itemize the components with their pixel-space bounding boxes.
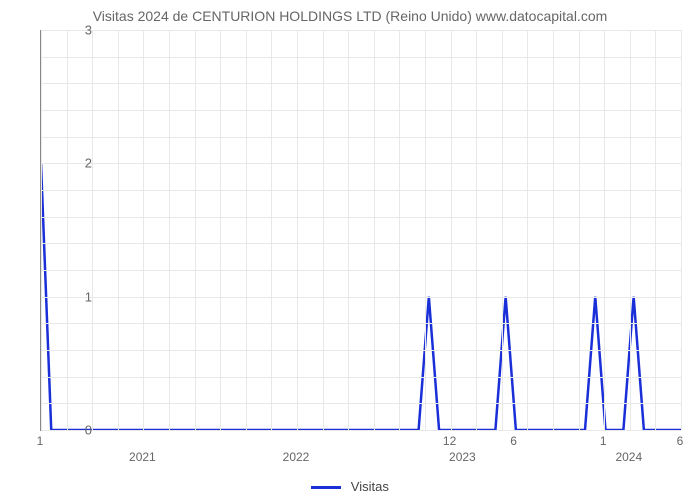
grid-h-major: [41, 163, 681, 164]
grid-v: [630, 30, 631, 430]
grid-h-minor: [41, 137, 681, 138]
grid-h-minor: [41, 110, 681, 111]
y-tick-label: 1: [62, 289, 92, 304]
grid-v: [220, 30, 221, 430]
grid-v: [655, 30, 656, 430]
x-tick-label: 1: [37, 434, 44, 448]
chart-container: Visitas 2024 de CENTURION HOLDINGS LTD (…: [0, 0, 700, 500]
y-tick-label: 3: [62, 23, 92, 38]
grid-v: [348, 30, 349, 430]
grid-v: [297, 30, 298, 430]
y-tick-label: 0: [62, 423, 92, 438]
grid-h-major: [41, 297, 681, 298]
grid-v: [604, 30, 605, 430]
x-tick-label: 6: [510, 434, 517, 448]
x-tick-label: 1: [600, 434, 607, 448]
grid-v: [143, 30, 144, 430]
data-line: [41, 30, 681, 430]
grid-h-major: [41, 430, 681, 431]
grid-v: [476, 30, 477, 430]
x-year-label: 2023: [449, 450, 476, 464]
grid-v: [92, 30, 93, 430]
grid-v: [67, 30, 68, 430]
y-tick-label: 2: [62, 156, 92, 171]
grid-h-minor: [41, 83, 681, 84]
grid-v: [271, 30, 272, 430]
legend: Visitas: [0, 479, 700, 494]
grid-h-minor: [41, 217, 681, 218]
x-year-label: 2022: [283, 450, 310, 464]
grid-v: [681, 30, 682, 430]
grid-v: [169, 30, 170, 430]
grid-v: [246, 30, 247, 430]
grid-v: [527, 30, 528, 430]
grid-h-minor: [41, 243, 681, 244]
x-year-label: 2024: [615, 450, 642, 464]
grid-h-minor: [41, 57, 681, 58]
grid-h-minor: [41, 270, 681, 271]
chart-area: [40, 30, 680, 430]
grid-h-minor: [41, 323, 681, 324]
grid-v: [553, 30, 554, 430]
grid-h-minor: [41, 403, 681, 404]
chart-title: Visitas 2024 de CENTURION HOLDINGS LTD (…: [0, 0, 700, 24]
grid-v: [502, 30, 503, 430]
grid-v: [374, 30, 375, 430]
legend-label: Visitas: [351, 479, 389, 494]
grid-v: [323, 30, 324, 430]
legend-swatch: [311, 486, 341, 489]
grid-v: [41, 30, 42, 430]
grid-h-minor: [41, 377, 681, 378]
grid-h-minor: [41, 350, 681, 351]
x-tick-label: 12: [443, 434, 456, 448]
grid-v: [195, 30, 196, 430]
grid-v: [118, 30, 119, 430]
plot-region: [40, 30, 681, 431]
x-tick-label: 6: [677, 434, 684, 448]
grid-v: [399, 30, 400, 430]
grid-h-minor: [41, 190, 681, 191]
grid-h-major: [41, 30, 681, 31]
grid-v: [579, 30, 580, 430]
grid-v: [425, 30, 426, 430]
grid-v: [451, 30, 452, 430]
x-year-label: 2021: [129, 450, 156, 464]
